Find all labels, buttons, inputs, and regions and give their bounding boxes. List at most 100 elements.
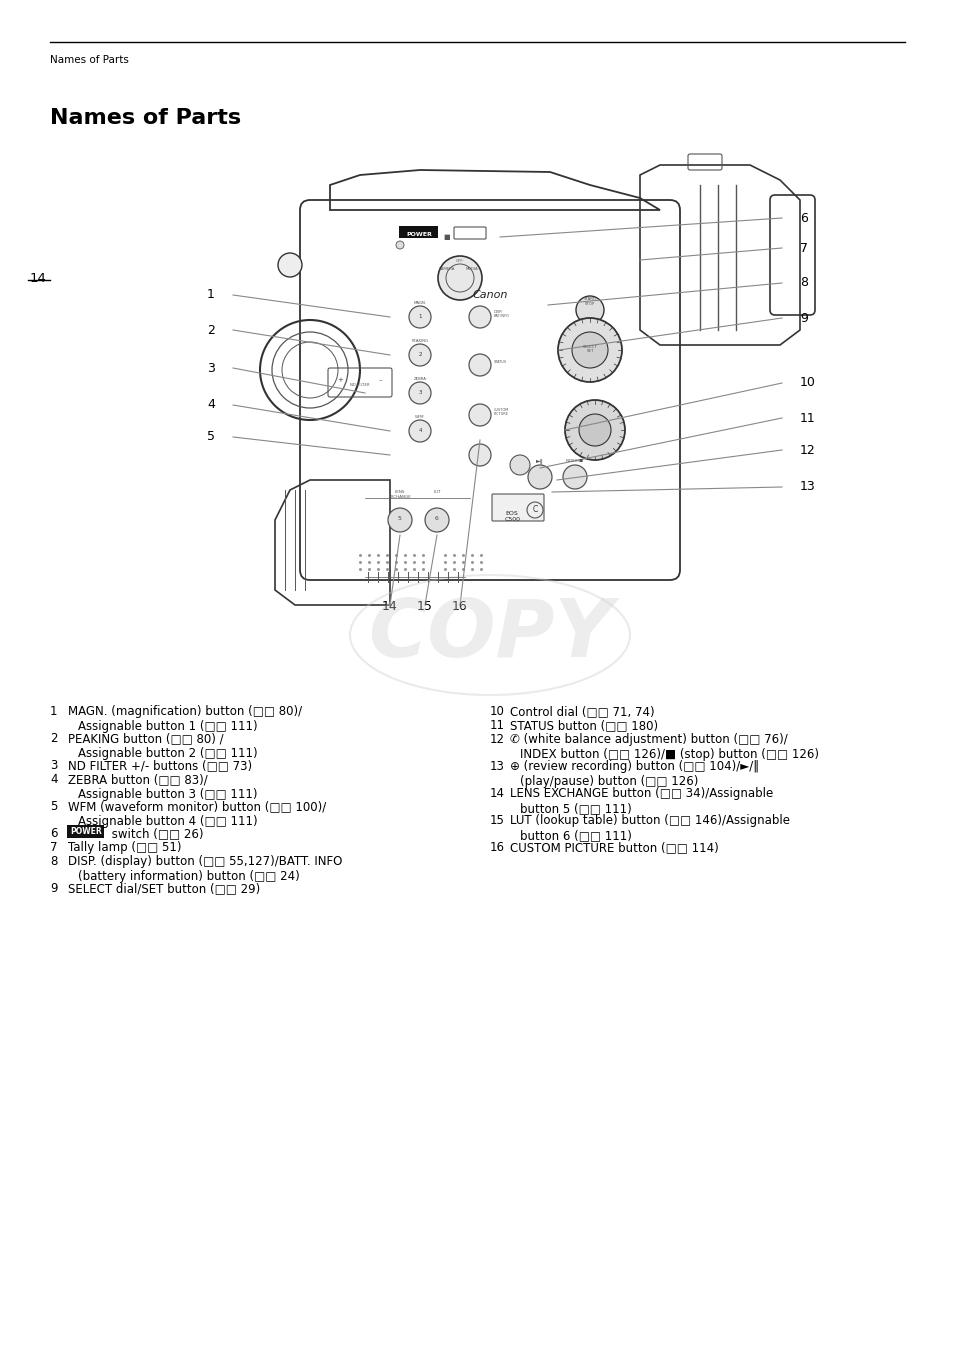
Text: 3: 3 (50, 759, 57, 772)
Text: button 5 (□□ 111): button 5 (□□ 111) (519, 802, 631, 816)
Text: EOS
C500: EOS C500 (504, 511, 520, 522)
Circle shape (388, 508, 412, 532)
Circle shape (562, 465, 586, 489)
Text: 13: 13 (800, 480, 815, 493)
Circle shape (578, 414, 610, 446)
Text: STATUS button (□□ 180): STATUS button (□□ 180) (510, 718, 658, 732)
Text: SELECT dial/SET button (□□ 29): SELECT dial/SET button (□□ 29) (68, 882, 260, 895)
Text: MEDIA·: MEDIA· (466, 267, 479, 271)
Text: 12: 12 (800, 443, 815, 457)
Text: 7: 7 (800, 241, 807, 255)
Circle shape (395, 241, 403, 249)
Text: 7: 7 (50, 841, 57, 855)
Text: 15: 15 (416, 600, 433, 613)
Text: 1: 1 (417, 314, 421, 318)
Text: (battery information) button (□□ 24): (battery information) button (□□ 24) (78, 869, 299, 883)
Text: INDEX button (□□ 126)/■ (stop) button (□□ 126): INDEX button (□□ 126)/■ (stop) button (□… (519, 748, 818, 762)
Circle shape (564, 400, 624, 460)
Text: CAMERA: CAMERA (438, 267, 455, 271)
Text: 15: 15 (490, 814, 504, 828)
Text: POWER: POWER (71, 826, 102, 836)
Text: switch (□□ 26): switch (□□ 26) (108, 828, 203, 840)
Circle shape (409, 381, 431, 404)
Circle shape (510, 456, 530, 474)
Text: START/
STOP: START/ STOP (583, 297, 596, 306)
Text: Assignable button 1 (□□ 111): Assignable button 1 (□□ 111) (78, 720, 257, 733)
Text: 3: 3 (417, 390, 421, 395)
Text: LUT: LUT (433, 491, 440, 493)
Text: 9: 9 (800, 311, 807, 325)
FancyBboxPatch shape (68, 825, 105, 837)
Text: 10: 10 (800, 376, 815, 390)
Text: ►‖: ►‖ (536, 458, 543, 464)
Circle shape (277, 253, 302, 276)
Text: COPY: COPY (367, 596, 612, 674)
Circle shape (572, 332, 607, 368)
Text: LENS EXCHANGE button (□□ 34)/Assignable: LENS EXCHANGE button (□□ 34)/Assignable (510, 787, 773, 799)
Text: 1: 1 (207, 288, 214, 302)
Text: 4: 4 (50, 772, 57, 786)
Text: Assignable button 3 (□□ 111): Assignable button 3 (□□ 111) (78, 789, 257, 801)
Text: DISP/
BAT.INFO: DISP/ BAT.INFO (494, 310, 509, 318)
FancyBboxPatch shape (492, 493, 543, 520)
Text: 3: 3 (207, 361, 214, 375)
Text: Canon: Canon (472, 290, 507, 301)
Circle shape (469, 306, 491, 328)
Circle shape (576, 297, 603, 324)
Circle shape (469, 443, 491, 466)
Text: 2: 2 (50, 732, 57, 745)
Text: STATUS: STATUS (494, 360, 507, 364)
Text: 16: 16 (452, 600, 467, 613)
Text: 2: 2 (417, 352, 421, 356)
Text: ■: ■ (443, 235, 450, 240)
Text: 8: 8 (800, 276, 807, 290)
Text: 1: 1 (50, 705, 57, 718)
Text: Names of Parts: Names of Parts (50, 55, 129, 65)
Text: WFM (waveform monitor) button (□□ 100)/: WFM (waveform monitor) button (□□ 100)/ (68, 799, 326, 813)
Circle shape (558, 318, 621, 381)
Text: POWER: POWER (406, 232, 432, 237)
Text: C: C (532, 504, 537, 514)
Circle shape (469, 355, 491, 376)
Text: 11: 11 (490, 718, 504, 732)
Text: (play/pause) button (□□ 126): (play/pause) button (□□ 126) (519, 775, 698, 789)
Text: Assignable button 2 (□□ 111): Assignable button 2 (□□ 111) (78, 747, 257, 760)
Text: LENS
EXCHANGE: LENS EXCHANGE (388, 491, 411, 499)
Text: 9: 9 (50, 882, 57, 895)
Text: +: + (336, 377, 342, 383)
Text: 8: 8 (50, 855, 57, 868)
Text: 6: 6 (50, 828, 57, 840)
Text: 6: 6 (435, 516, 438, 522)
Text: 5: 5 (397, 516, 401, 522)
Text: PEAKING button (□□ 80) /: PEAKING button (□□ 80) / (68, 732, 223, 745)
Text: MAGN. (magnification) button (□□ 80)/: MAGN. (magnification) button (□□ 80)/ (68, 705, 302, 718)
Text: ND FILTER: ND FILTER (350, 383, 370, 387)
Text: ZEBRA: ZEBRA (414, 377, 426, 381)
Text: –: – (377, 377, 381, 383)
Text: 16: 16 (490, 841, 504, 855)
Text: 4: 4 (207, 399, 214, 411)
Text: button 6 (□□ 111): button 6 (□□ 111) (519, 829, 631, 842)
Text: MAGN.: MAGN. (413, 301, 426, 305)
Circle shape (437, 256, 481, 301)
Text: SELECT
SET: SELECT SET (582, 345, 597, 353)
Text: 13: 13 (490, 760, 504, 772)
Text: ZEBRA button (□□ 83)/: ZEBRA button (□□ 83)/ (68, 772, 208, 786)
Circle shape (469, 404, 491, 426)
Text: 14: 14 (30, 272, 47, 284)
Text: Control dial (□□ 71, 74): Control dial (□□ 71, 74) (510, 705, 654, 718)
Text: 10: 10 (490, 705, 504, 718)
Circle shape (409, 306, 431, 328)
Circle shape (527, 465, 552, 489)
Text: Tally lamp (□□ 51): Tally lamp (□□ 51) (68, 841, 181, 855)
Text: 5: 5 (50, 799, 57, 813)
Text: OFF·: OFF· (456, 259, 464, 263)
Text: 6: 6 (800, 212, 807, 225)
Circle shape (409, 421, 431, 442)
Circle shape (526, 501, 542, 518)
Text: Names of Parts: Names of Parts (50, 108, 241, 128)
Text: INDEX/■: INDEX/■ (565, 460, 583, 462)
Circle shape (409, 344, 431, 367)
Text: 14: 14 (490, 787, 504, 799)
Text: ✆ (white balance adjustment) button (□□ 76)/: ✆ (white balance adjustment) button (□□ … (510, 733, 787, 745)
